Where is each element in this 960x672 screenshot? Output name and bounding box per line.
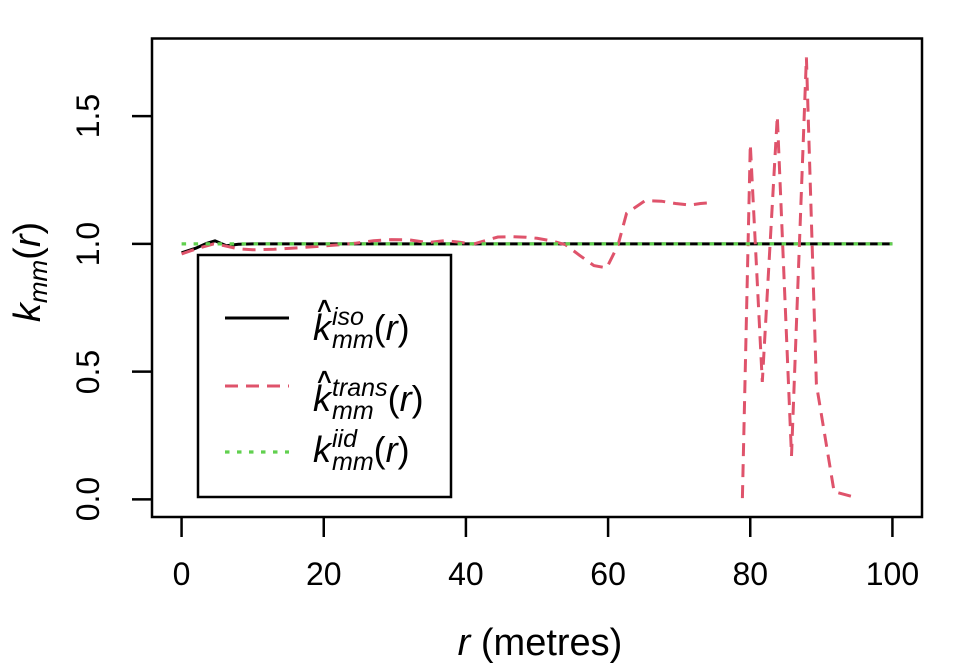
legend-trans-open-paren: ( [387, 378, 400, 419]
legend-iid-sub: mm [332, 448, 374, 476]
x-tick-label: 80 [732, 556, 769, 592]
legend-iid-sup: iid [332, 425, 358, 453]
legend-iid-arg: r [385, 429, 398, 470]
legend-trans-base: k [313, 378, 331, 419]
legend-trans-scripts: trans mm [332, 374, 388, 425]
legend-iso-sup: iso [332, 303, 364, 331]
trans-curve [181, 57, 852, 499]
y-axis-title-base: k [7, 303, 49, 323]
y-axis-title-close-paren: ) [7, 221, 49, 235]
plot-border [150, 37, 924, 519]
legend-trans-sup: trans [332, 374, 388, 402]
y-tick-label: 0.5 [70, 349, 106, 394]
legend-trans-base-wrap: ∧ k [313, 366, 335, 419]
x-tick-label: 60 [590, 556, 626, 592]
legend-iso-open-paren: ( [373, 307, 386, 348]
legend-iso-arg: r [385, 307, 398, 348]
y-tick-label: 1.5 [70, 93, 106, 139]
x-tick-label: 0 [172, 556, 191, 592]
legend-iid-open-paren: ( [373, 429, 386, 470]
legend-trans-sub: mm [332, 397, 374, 425]
legend-iid-scripts: iid mm [332, 425, 374, 476]
x-axis-title-rest: (metres) [470, 622, 623, 664]
y-axis-title-arg: r [7, 234, 49, 248]
hat-icon: ∧ [314, 294, 335, 317]
x-axis-title: r (metres) [390, 623, 690, 663]
legend-box [196, 253, 453, 499]
y-tick-label: 0.0 [70, 477, 106, 522]
legend-iso-close-paren: ) [397, 307, 410, 348]
legend-iid-close-paren: ) [397, 429, 410, 470]
legend-label-trans: ∧ k trans mm(r) [313, 366, 424, 424]
hat-icon: ∧ [314, 365, 335, 388]
x-tick-label: 20 [305, 556, 342, 592]
y-axis-title-sub: mm [23, 259, 53, 304]
x-tick-label: 40 [448, 556, 484, 592]
x-tick-label: 100 [865, 556, 920, 592]
legend-trans-close-paren: ) [411, 378, 424, 419]
legend-iso-base-wrap: ∧ k [313, 295, 335, 348]
legend-label-iid: k iid mm(r) [313, 427, 410, 475]
x-axis-title-var: r [457, 622, 471, 664]
legend-label-iso: ∧ k iso mm(r) [313, 295, 410, 353]
iso-curve [181, 239, 893, 255]
y-axis-title-open-paren: ( [7, 247, 49, 260]
y-axis-title: kmm(r) [7, 172, 53, 372]
legend-iid-base-wrap: k [313, 432, 331, 468]
legend-iso-sub: mm [332, 326, 374, 354]
y-tick-label: 1.0 [70, 221, 106, 267]
legend-iso-base: k [313, 307, 331, 348]
legend-iso-scripts: iso mm [332, 303, 374, 354]
legend-iid-base: k [313, 429, 331, 470]
legend-trans-arg: r [399, 378, 412, 419]
